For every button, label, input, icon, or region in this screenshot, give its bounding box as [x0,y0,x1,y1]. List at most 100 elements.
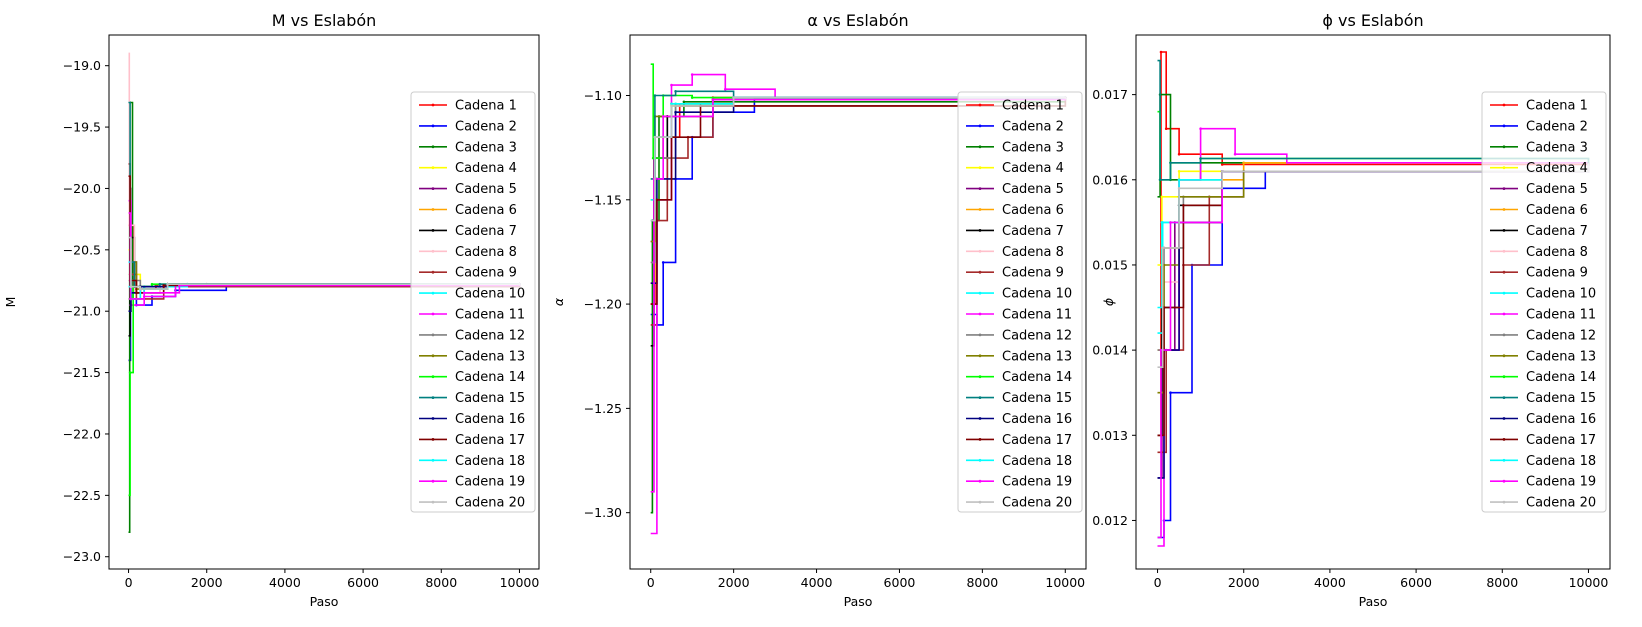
legend-marker-cadena-9 [431,270,435,274]
series-marker-cadena-2 [1169,391,1172,395]
legend-label-cadena-2: Cadena 2 [1526,119,1588,134]
legend-marker-cadena-16 [431,417,435,420]
legend-label-cadena-14: Cadena 14 [1002,370,1072,385]
series-marker-cadena-16 [674,110,677,114]
axes-frame [108,34,540,570]
y-tick-label: −1.20 [584,297,622,312]
legend-label-cadena-5: Cadena 5 [1526,182,1588,197]
y-axis-label: M [3,297,18,308]
series-marker-cadena-2 [661,261,665,264]
chart-title: α vs Eslabón [807,11,908,30]
legend-marker-cadena-1 [1502,103,1506,107]
legend-label-cadena-17: Cadena 17 [455,433,525,448]
series-marker-cadena-20 [1177,187,1181,190]
axes-frame [1135,34,1611,570]
legend-label-cadena-1: Cadena 1 [1002,99,1064,114]
legend-label-cadena-1: Cadena 1 [455,99,517,114]
y-tick-label: 0.012 [1092,513,1128,528]
legend-marker-cadena-14 [431,375,435,379]
legend-marker-cadena-16 [1502,417,1506,420]
legend-marker-cadena-16 [978,417,982,420]
y-axis-label: ϕ [1101,298,1116,306]
legend-marker-cadena-12 [431,333,435,337]
series-lines [1157,50,1590,547]
x-tick-label: 0 [647,575,655,590]
x-tick-label: 4000 [1314,575,1346,590]
legend-box [1481,91,1607,513]
series-marker-cadena-4 [1160,195,1164,199]
legend-label-cadena-18: Cadena 18 [1526,454,1596,469]
legend-label-cadena-11: Cadena 11 [455,308,525,323]
legend-marker-cadena-2 [431,124,435,128]
legend-label-cadena-20: Cadena 20 [455,496,525,511]
legend-box [957,91,1083,513]
legend-marker-cadena-13 [1502,354,1506,358]
legend-marker-cadena-5 [978,187,982,191]
legend-label-cadena-2: Cadena 2 [1002,119,1064,134]
legend-label-cadena-6: Cadena 6 [1002,203,1064,218]
y-tick-label: −19.0 [63,58,101,73]
x-tick-label: 8000 [1486,575,1518,590]
legend-label-cadena-10: Cadena 10 [455,287,525,302]
y-tick-label: −22.0 [63,426,101,441]
legend-label-cadena-1: Cadena 1 [1526,99,1588,114]
legend-label-cadena-9: Cadena 9 [1526,266,1588,281]
legend-label-cadena-11: Cadena 11 [1526,308,1596,323]
legend-label-cadena-5: Cadena 5 [1002,182,1064,197]
y-tick-label: −23.0 [63,549,101,564]
x-tick-label: 2000 [718,575,750,590]
series-marker-cadena-15 [674,90,677,93]
x-tick-label: 2000 [1228,575,1260,590]
legend-label-cadena-5: Cadena 5 [455,182,517,197]
x-tick-label: 6000 [1400,575,1432,590]
legend-label-cadena-8: Cadena 8 [1526,245,1588,260]
legend-marker-cadena-7 [431,229,435,232]
series-marker-cadena-20 [670,104,673,108]
legend-marker-cadena-13 [978,354,982,358]
legend-marker-cadena-10 [431,291,435,295]
series-marker-cadena-17 [162,284,165,287]
y-tick-label: 0.014 [1092,343,1128,358]
chart-m-vs-eslabon: M vs Eslabón 0 2000 4000 6000 8000 10000 −23.0 −… [3,11,540,609]
legend-marker-cadena-3 [431,145,435,149]
legend-marker-cadena-11 [431,312,435,316]
x-tick-label: 0 [1154,575,1162,590]
legend-label-cadena-3: Cadena 3 [1002,140,1064,155]
x-axis-label: Paso [1359,594,1388,609]
legend-marker-cadena-2 [1502,124,1506,128]
legend-label-cadena-12: Cadena 12 [455,328,525,343]
legend-label-cadena-20: Cadena 20 [1002,496,1072,511]
series-marker-cadena-20 [139,287,142,291]
series-marker-cadena-15 [653,94,657,97]
legend-label-cadena-17: Cadena 17 [1002,433,1072,448]
legend-label-cadena-4: Cadena 4 [1002,161,1064,176]
series-marker-cadena-11 [1199,127,1202,130]
y-tick-label: 0.016 [1092,172,1128,187]
chart-alpha-vs-eslabon: α vs Eslabón 0 2000 4000 6000 8000 10000 −1.30 −… [551,11,1087,609]
series-marker-cadena-18 [1177,178,1181,182]
series-marker-cadena-15 [158,282,162,286]
legend-marker-cadena-3 [1502,145,1506,149]
x-axis-label: Paso [844,594,873,609]
y-tick-label: −1.25 [584,401,622,416]
series-marker-cadena-19 [142,291,146,295]
y-tick-label: −19.5 [63,120,101,135]
series-marker-cadena-19 [129,297,132,301]
legend-marker-cadena-6 [978,208,982,211]
y-tick-label: 0.015 [1092,257,1128,272]
legend-marker-cadena-8 [1502,249,1506,253]
series-marker-cadena-11 [724,87,727,91]
series-marker-cadena-4 [1177,170,1181,173]
series-marker-cadena-11 [1233,152,1237,156]
legend-marker-cadena-20 [431,500,435,504]
series-line-cadena-1 [1157,51,1589,437]
legend-marker-cadena-20 [978,500,982,504]
y-tick-label: −1.10 [584,88,622,103]
legend-label-cadena-16: Cadena 16 [455,412,525,427]
y-tick-label: −22.5 [63,488,101,503]
legend-label-cadena-18: Cadena 18 [455,454,525,469]
x-tick-label: 10000 [500,575,540,590]
chart-title: M vs Eslabón [272,11,377,30]
legend: Cadena 1 Cadena 2 Cadena 3 Cadena 4 Cadena 5… [410,91,536,513]
series-marker-cadena-20 [129,285,133,289]
